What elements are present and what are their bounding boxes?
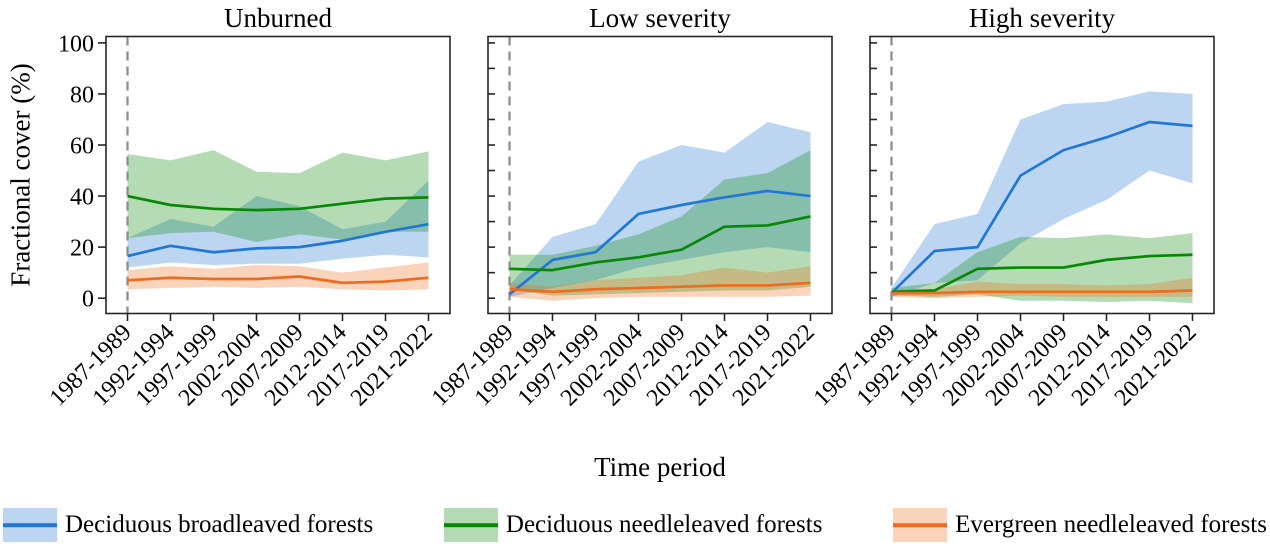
x-axis-label: Time period [594,452,726,482]
y-tick-label: 0 [82,287,94,313]
legend: Deciduous broadleaved forests Deciduous … [0,504,1270,546]
y-tick-label: 100 [58,31,94,57]
panel-title-unburned: Unburned [224,3,332,33]
uncertainty-band [509,150,811,296]
legend-line-blue-icon [3,523,57,527]
series-line [509,281,811,294]
panel-unburned: 1987-19891992-19941997-19992002-20042007… [45,31,451,411]
legend-label-evergreen-needleleaved: Evergreen needleleaved forests [955,511,1267,538]
series-line [127,194,429,212]
legend-label-deciduous-needleleaved: Deciduous needleleaved forests [505,511,823,538]
panel-spines [869,35,1215,315]
legend-swatch-orange-band-icon [893,508,948,542]
y-tick-label: 20 [70,236,94,262]
panel-low-severity: 1987-19891992-19941997-19992002-20042007… [427,35,833,411]
panel-title-high-severity: High severity [968,3,1116,33]
panel-spines [487,35,833,315]
series-line [508,189,811,296]
series-line [127,222,429,258]
series-line [891,289,1193,295]
legend-item-deciduous-needleleaved: Deciduous needleleaved forests [443,508,823,542]
series-line [127,275,429,285]
panel-spines [105,35,451,315]
y-tick-label: 60 [70,134,94,160]
series-line [891,253,1193,294]
panel-high-severity: 1987-19891992-19941997-19992002-20042007… [809,35,1215,411]
uncertainty-band [127,150,429,243]
uncertainty-band [127,180,429,268]
legend-label-deciduous-broadleaved: Deciduous broadleaved forests [65,511,374,538]
uncertainty-band [891,91,1193,297]
legend-line-orange-icon [893,523,948,527]
series-line [890,120,1193,295]
series-line [509,215,811,272]
y-tick-label: 40 [70,185,94,211]
legend-line-green-icon [443,523,498,527]
panel-title-low-severity: Low severity [589,3,731,33]
legend-swatch-green-band-icon [443,508,498,542]
legend-item-evergreen-needleleaved: Evergreen needleleaved forests [893,508,1267,542]
uncertainty-band [509,266,811,301]
y-tick-label: 80 [70,82,94,108]
legend-swatch-blue-band-icon [3,508,57,542]
legend-item-deciduous-broadleaved: Deciduous broadleaved forests [3,508,373,542]
y-axis-label: Fractional cover (%) [5,63,36,287]
